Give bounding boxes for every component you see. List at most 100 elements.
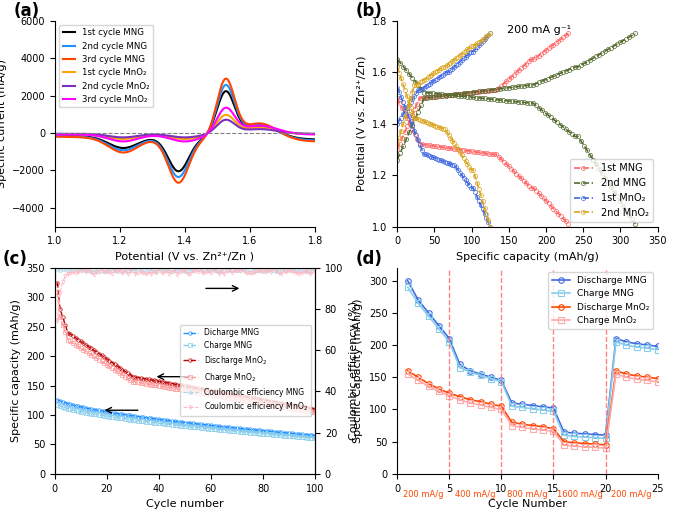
- Line: Charge MnO$_2$: Charge MnO$_2$: [55, 290, 317, 414]
- 1st MnO₂: [452, 164, 460, 170]
- 1st MnO₂: [482, 215, 490, 221]
- Text: (a): (a): [13, 3, 39, 21]
- Discharge MNG: [643, 342, 651, 348]
- Line: 1st MnO₂: 1st MnO₂: [395, 85, 493, 229]
- 2nd MnO₂: [406, 104, 414, 110]
- 1st cycle MnO₂: [311, 131, 319, 137]
- 3rd cycle MnO₂: [119, 139, 127, 145]
- Dicharge MNG: [186, 420, 195, 426]
- Coulombic efficiency MnO$_2$: [103, 268, 111, 274]
- 1st cycle MNG: [51, 133, 59, 139]
- Charge MNG: [591, 435, 599, 441]
- 1st MnO₂: [467, 185, 475, 191]
- Line: Charge MNG: Charge MNG: [405, 284, 660, 441]
- Line: Dicharge MNG: Dicharge MNG: [55, 398, 317, 437]
- Discharge MNG: [653, 343, 662, 349]
- 2nd cycle MnO₂: [249, 126, 257, 132]
- 2nd MNG: [631, 221, 639, 227]
- 2nd MnO₂: [440, 126, 449, 132]
- 1st MnO₂: [410, 128, 419, 134]
- 1st MnO₂: [475, 198, 483, 204]
- 1st MNG: [540, 195, 548, 201]
- 1st cycle MNG: [217, 95, 225, 101]
- 2nd MnO₂: [479, 198, 487, 204]
- 1st MnO₂: [422, 151, 430, 158]
- Y-axis label: Specific Capacity (mAh/g): Specific Capacity (mAh/g): [353, 299, 364, 443]
- Charge MnO$_2$: [186, 388, 195, 394]
- Charge MNG: [601, 435, 610, 441]
- Coulombic efficiency MNG: [311, 267, 319, 273]
- Dicharge MNG: [113, 410, 121, 417]
- Coulombic efficiency MNG: [210, 267, 218, 273]
- Discharge MNG: [466, 368, 474, 374]
- 1st MnO₂: [401, 104, 409, 110]
- 2nd MnO₂: [486, 224, 495, 230]
- 3rd cycle MNG: [51, 133, 59, 140]
- Discharge MnO₂: [643, 374, 651, 380]
- Charge MNG: [612, 339, 620, 345]
- 1st MnO₂: [412, 132, 421, 139]
- Charge MNG: [508, 403, 516, 409]
- 1st cycle MNG: [202, 131, 210, 138]
- 2nd cycle MnO₂: [275, 128, 284, 134]
- 1st MnO₂: [437, 157, 445, 163]
- Coulombic efficiency MnO$_2$: [113, 268, 121, 274]
- X-axis label: Cycle Number: Cycle Number: [488, 499, 567, 509]
- Charge MNG: [487, 375, 495, 382]
- Text: (b): (b): [356, 3, 382, 21]
- Charge MNG: [653, 347, 662, 353]
- Dicharge MNG: [290, 431, 299, 437]
- 1st MnO₂: [484, 219, 493, 226]
- X-axis label: Cycle number: Cycle number: [146, 499, 224, 509]
- Charge MNG: [622, 342, 630, 348]
- Legend: Dicharge MNG, Charge MNG, Discharge MnO$_2$, Charge MnO$_2$, Coulombic efficienc: Dicharge MNG, Charge MNG, Discharge MnO$…: [179, 325, 311, 417]
- Charge MNG: [456, 365, 464, 371]
- Charge MnO₂: [560, 442, 568, 448]
- Discharge MnO₂: [466, 397, 474, 403]
- 1st MnO₂: [450, 162, 458, 168]
- 2nd MnO₂: [445, 131, 453, 138]
- 2nd MnO₂: [401, 87, 409, 93]
- 1st MnO₂: [471, 189, 480, 195]
- 1st MNG: [564, 221, 573, 227]
- 2nd MnO₂: [456, 149, 464, 156]
- Discharge MNG: [529, 403, 537, 409]
- 2nd MnO₂: [462, 158, 470, 164]
- 1st MnO₂: [399, 99, 407, 105]
- Discharge MnO$_2$: [113, 363, 121, 369]
- Dicharge MNG: [53, 397, 62, 403]
- 2nd MnO₂: [437, 125, 445, 131]
- Charge MnO₂: [539, 427, 547, 433]
- 2nd cycle MNG: [275, 129, 284, 135]
- Charge MnO$_2$: [113, 368, 121, 374]
- 3rd cycle MnO₂: [311, 131, 319, 138]
- 1st MnO₂: [447, 161, 455, 167]
- Discharge MnO₂: [403, 368, 412, 374]
- Discharge MnO$_2$: [103, 356, 111, 362]
- Legend: 1st cycle MNG, 2nd cycle MNG, 3rd cycle MNG, 1st cycle MnO₂, 2nd cycle MnO₂, 3rd: 1st cycle MNG, 2nd cycle MNG, 3rd cycle …: [59, 25, 153, 107]
- Line: 2nd MnO₂: 2nd MnO₂: [395, 65, 493, 229]
- Discharge MnO₂: [539, 424, 547, 430]
- 2nd MnO₂: [473, 179, 481, 185]
- 1st MnO₂: [486, 224, 495, 230]
- Coulombic efficiency MnO$_2$: [301, 267, 309, 273]
- 1st MnO₂: [405, 113, 413, 119]
- Charge MnO₂: [612, 371, 620, 377]
- 1st MNG: [438, 144, 446, 150]
- Line: Charge MNG: Charge MNG: [55, 403, 317, 440]
- 3rd cycle MNG: [222, 76, 230, 82]
- Charge MnO₂: [529, 425, 537, 432]
- 1st MnO₂: [406, 118, 414, 124]
- 1st MnO₂: [414, 137, 422, 143]
- 2nd MnO₂: [454, 146, 462, 152]
- Discharge MnO₂: [529, 422, 537, 428]
- Coulombic efficiency MNG: [303, 267, 312, 273]
- Line: 1st cycle MnO₂: 1st cycle MnO₂: [55, 115, 315, 139]
- 2nd cycle MnO₂: [66, 131, 75, 137]
- 2nd MnO₂: [475, 186, 483, 192]
- 1st cycle MNG: [66, 133, 75, 139]
- Line: 3rd cycle MnO₂: 3rd cycle MnO₂: [55, 108, 315, 142]
- Line: Coulombic efficiency MNG: Coulombic efficiency MNG: [55, 267, 317, 274]
- Text: 400 mA/g: 400 mA/g: [455, 490, 496, 499]
- Charge MNG: [633, 344, 641, 350]
